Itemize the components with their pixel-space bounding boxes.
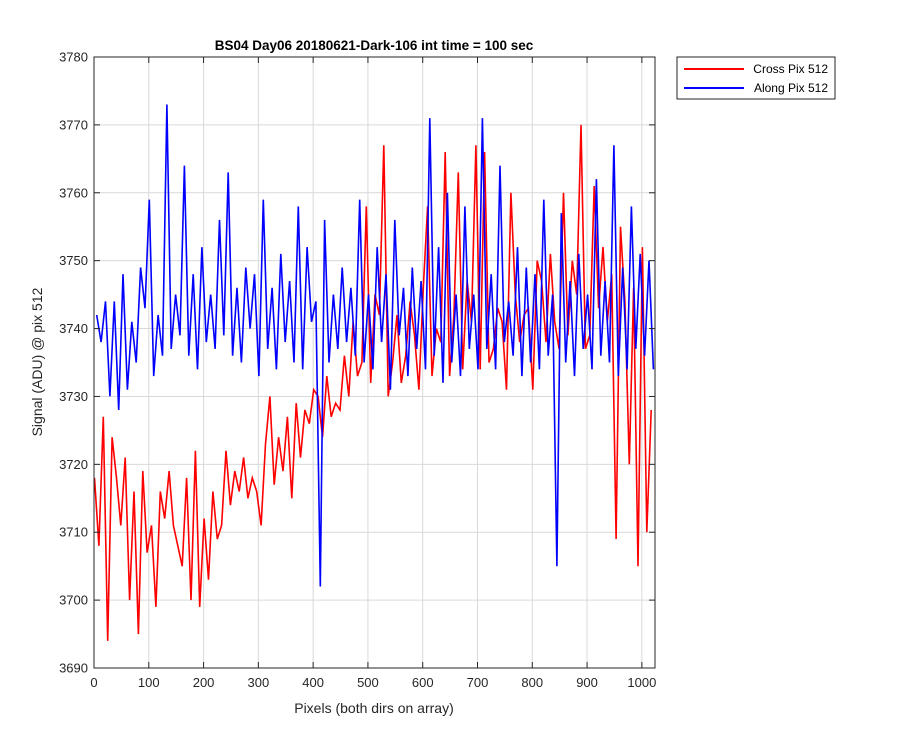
y-tick-label: 3770 (59, 117, 88, 132)
x-tick-label: 300 (248, 675, 270, 690)
x-tick-label: 900 (576, 675, 598, 690)
legend: Cross Pix 512 Along Pix 512 (676, 56, 836, 100)
y-axis-label: Signal (ADU) @ pix 512 (29, 287, 45, 436)
y-tick-label: 3690 (59, 661, 88, 676)
legend-label-cross: Cross Pix 512 (753, 62, 828, 76)
x-tick-label: 700 (467, 675, 489, 690)
x-tick-label: 600 (412, 675, 434, 690)
x-tick-label: 200 (193, 675, 215, 690)
ticks: 0 100 200 300 400 500 600 700 800 900 1000 3690 3700… (59, 50, 656, 691)
y-tick-label: 3710 (59, 525, 88, 540)
plot-frame (93, 56, 656, 669)
x-tick-label: 400 (302, 675, 324, 690)
y-tick-label: 3730 (59, 389, 88, 404)
x-tick-label: 1000 (627, 675, 656, 690)
y-tick-label: 3750 (59, 253, 88, 268)
x-tick-label: 100 (138, 675, 160, 690)
y-tick-label: 3700 (59, 593, 88, 608)
series-line-along-pix-512 (95, 104, 655, 587)
series-layer (93, 104, 655, 641)
y-tick-label: 3720 (59, 457, 88, 472)
series-line-cross-pix-512 (93, 124, 652, 641)
plot-area (94, 57, 655, 668)
x-tick-label: 800 (521, 675, 543, 690)
legend-box (676, 56, 836, 100)
y-tick-label: 3740 (59, 321, 88, 336)
y-tick-label: 3760 (59, 185, 88, 200)
y-tick-label: 3780 (59, 50, 88, 65)
legend-label-along: Along Pix 512 (754, 81, 828, 95)
x-tick-label: 500 (357, 675, 379, 690)
chart-title: BS04 Day06 20180621-Dark-106 int time = … (215, 38, 534, 53)
x-axis-label: Pixels (both dirs on array) (294, 700, 454, 716)
x-tick-label: 0 (90, 675, 97, 690)
